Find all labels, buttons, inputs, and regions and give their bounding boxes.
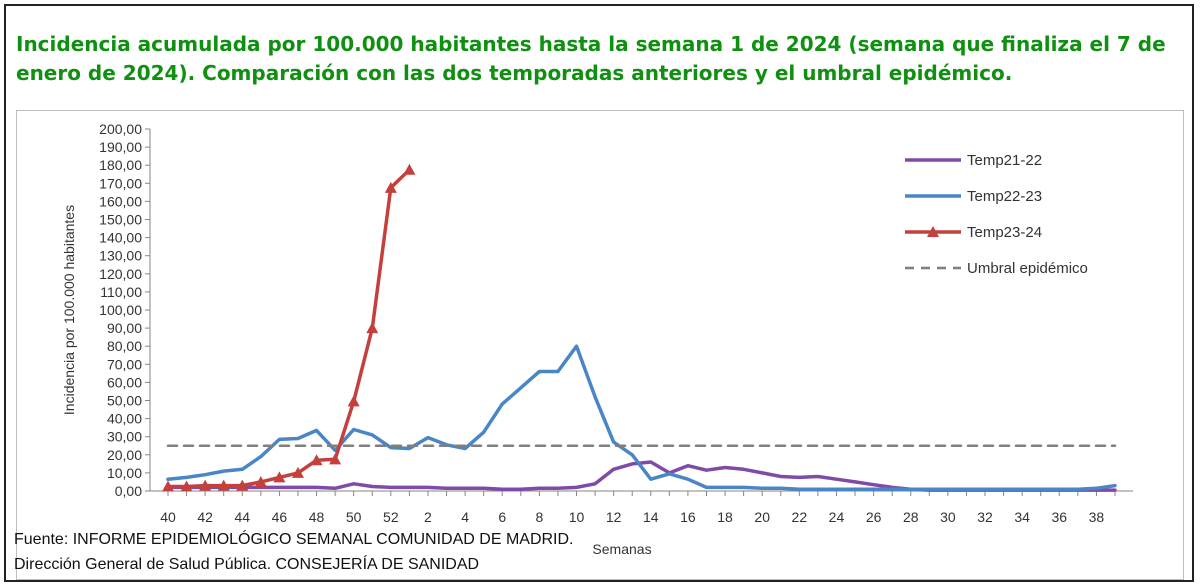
x-tick-label: 32	[977, 509, 993, 525]
y-tick-label: 90,00	[107, 320, 142, 336]
x-tick-label: 52	[383, 509, 399, 525]
y-tick-label: 110,00	[100, 284, 142, 300]
x-tick-label: 18	[717, 509, 733, 525]
legend-label-umbral-epid-mico: Umbral epidémico	[967, 260, 1088, 277]
y-tick-label: 70,00	[107, 356, 142, 372]
x-tick-label: 44	[234, 509, 250, 525]
data-point-temp23-24	[162, 480, 174, 492]
chart-title: Incidencia acumulada por 100.000 habitan…	[16, 32, 1166, 85]
x-tick-label: 14	[643, 509, 659, 525]
y-axis-title: Incidencia por 100.000 habitantes	[61, 205, 77, 415]
data-point-temp23-24	[403, 163, 416, 175]
y-tick-label: 120,00	[99, 266, 142, 282]
data-point-temp23-24	[217, 479, 230, 491]
x-tick-label: 30	[940, 509, 956, 525]
y-tick-label: 180,00	[99, 157, 142, 173]
y-tick-label: 190,00	[99, 139, 142, 155]
y-tick-label: 20,00	[107, 447, 142, 463]
figure-frame	[4, 4, 1194, 582]
data-point-temp23-24	[236, 479, 249, 491]
y-tick-label: 100,00	[99, 302, 142, 318]
y-tick-label: 60,00	[107, 374, 142, 390]
x-tick-label: 24	[829, 509, 845, 525]
plot-area-border	[16, 110, 1184, 580]
x-tick-label: 12	[606, 509, 622, 525]
x-tick-label: 2	[424, 509, 432, 525]
x-tick-label: 50	[346, 509, 362, 525]
x-tick-label: 36	[1052, 509, 1068, 525]
y-tick-label: 130,00	[99, 248, 142, 264]
y-tick-label: 150,00	[99, 212, 142, 228]
x-tick-label: 28	[903, 509, 919, 525]
x-tick-label: 26	[866, 509, 882, 525]
x-tick-label: 34	[1014, 509, 1030, 525]
legend-label-temp23-24: Temp23-24	[967, 224, 1042, 241]
data-point-temp23-24	[366, 322, 379, 334]
legend-label-temp22-23: Temp22-23	[967, 188, 1042, 205]
x-tick-label: 46	[272, 509, 288, 525]
x-tick-label: 4	[461, 509, 469, 525]
y-tick-label: 10,00	[107, 465, 142, 481]
y-tick-label: 40,00	[107, 411, 142, 427]
x-tick-label: 8	[535, 509, 543, 525]
data-point-temp23-24	[273, 471, 286, 483]
x-tick-label: 20	[754, 509, 770, 525]
legend-marker-temp23-24	[927, 226, 939, 237]
legend-label-temp21-22: Temp21-22	[967, 152, 1042, 169]
data-point-temp23-24	[347, 395, 360, 407]
y-tick-label: 80,00	[107, 338, 142, 354]
x-tick-label: 6	[498, 509, 506, 525]
data-point-temp23-24	[329, 453, 342, 465]
y-tick-label: 30,00	[107, 429, 142, 445]
y-tick-label: 170,00	[99, 175, 142, 191]
data-point-temp23-24	[291, 466, 304, 478]
series-line-temp22-23	[166, 344, 1117, 491]
x-tick-label: 22	[792, 509, 808, 525]
data-point-temp23-24	[310, 454, 323, 466]
data-point-temp23-24	[199, 479, 212, 491]
x-tick-label: 16	[680, 509, 696, 525]
y-tick-label: 140,00	[99, 230, 142, 246]
x-tick-label: 48	[309, 509, 325, 525]
y-tick-label: 0,00	[115, 483, 142, 499]
source-note: Fuente: INFORME EPIDEMIOLÓGICO SEMANAL C…	[14, 531, 574, 573]
x-axis-title: Semanas	[592, 541, 651, 557]
x-tick-label: 40	[160, 509, 176, 525]
y-tick-label: 200,00	[99, 121, 142, 137]
y-tick-label: 160,00	[99, 193, 142, 209]
data-point-temp23-24	[384, 181, 397, 193]
x-tick-label: 38	[1089, 509, 1105, 525]
x-tick-label: 42	[197, 509, 213, 525]
y-tick-label: 50,00	[107, 393, 142, 409]
data-point-temp23-24	[180, 480, 193, 492]
data-point-temp23-24	[254, 475, 267, 487]
x-tick-label: 10	[569, 509, 585, 525]
